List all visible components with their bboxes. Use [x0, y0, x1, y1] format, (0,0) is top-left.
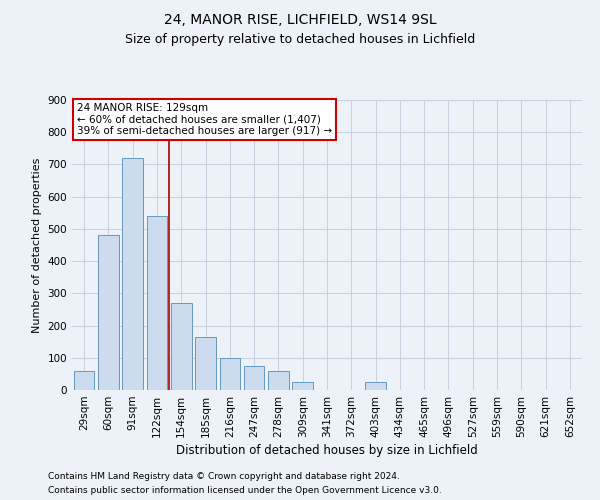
Bar: [244, 366, 265, 390]
Bar: [146, 216, 167, 390]
Bar: [268, 370, 289, 390]
Text: Contains public sector information licensed under the Open Government Licence v3: Contains public sector information licen…: [48, 486, 442, 495]
Text: 24 MANOR RISE: 129sqm
← 60% of detached houses are smaller (1,407)
39% of semi-d: 24 MANOR RISE: 129sqm ← 60% of detached …: [77, 103, 332, 136]
Bar: [74, 370, 94, 390]
Bar: [220, 358, 240, 390]
Bar: [365, 382, 386, 390]
Text: 24, MANOR RISE, LICHFIELD, WS14 9SL: 24, MANOR RISE, LICHFIELD, WS14 9SL: [164, 12, 436, 26]
Bar: [122, 158, 143, 390]
Bar: [171, 303, 191, 390]
Text: Contains HM Land Registry data © Crown copyright and database right 2024.: Contains HM Land Registry data © Crown c…: [48, 472, 400, 481]
Bar: [195, 337, 216, 390]
Text: Size of property relative to detached houses in Lichfield: Size of property relative to detached ho…: [125, 32, 475, 46]
Y-axis label: Number of detached properties: Number of detached properties: [32, 158, 42, 332]
Bar: [292, 382, 313, 390]
Bar: [98, 236, 119, 390]
X-axis label: Distribution of detached houses by size in Lichfield: Distribution of detached houses by size …: [176, 444, 478, 457]
